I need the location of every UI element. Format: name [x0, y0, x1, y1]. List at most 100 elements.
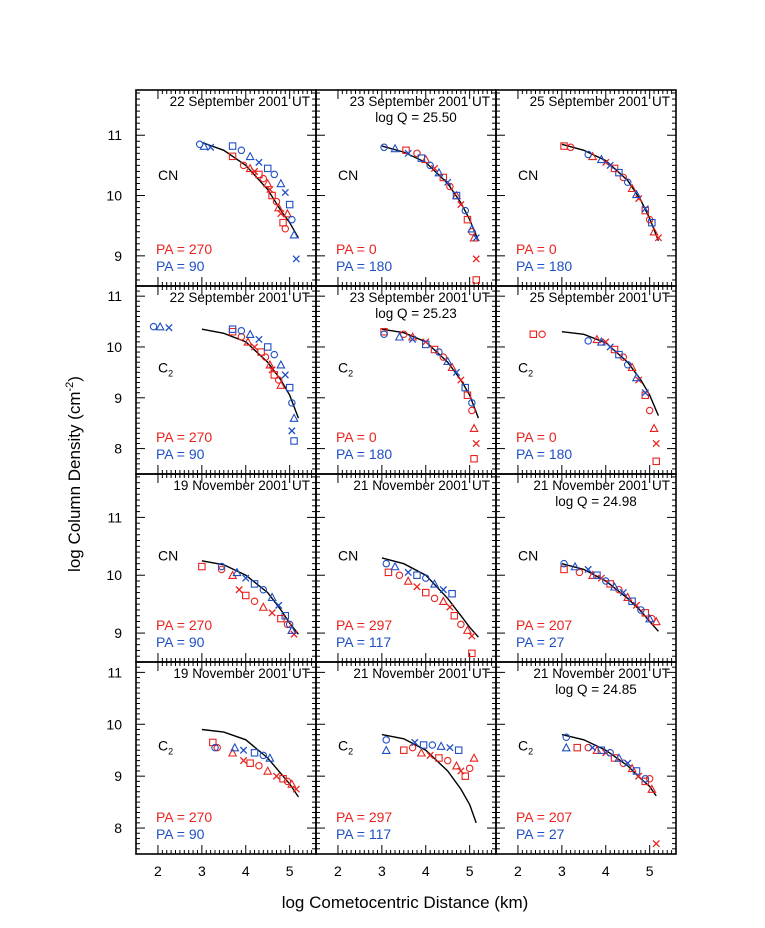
triangle-marker: [230, 742, 240, 752]
square-marker: [615, 168, 623, 177]
square-marker: [560, 565, 568, 574]
square-marker: [628, 597, 636, 606]
series-blue: [560, 559, 655, 623]
square-marker: [450, 611, 459, 620]
triangle-marker: [436, 741, 446, 750]
circle-marker: [380, 143, 388, 152]
square-marker: [648, 218, 656, 227]
legend-pa-red: PA = 0: [516, 429, 557, 445]
triangle-marker: [469, 753, 479, 762]
cross-marker: [635, 194, 643, 203]
triangle-marker: [462, 625, 473, 634]
molecule-subscript: 2: [348, 746, 353, 756]
legend-pa-red: PA = 0: [336, 429, 377, 445]
molecule-label: CN: [518, 547, 538, 563]
square-marker: [285, 383, 294, 392]
triangle-marker: [614, 753, 624, 762]
circle-marker: [382, 736, 390, 744]
triangle-marker: [467, 223, 477, 233]
circle-marker: [288, 399, 296, 407]
circle-marker: [270, 350, 279, 359]
cross-marker: [165, 324, 173, 332]
triangle-marker: [199, 141, 209, 150]
triangle-marker: [155, 321, 165, 331]
legend-pa-red: PA = 0: [336, 241, 377, 257]
circle-marker: [255, 762, 263, 770]
square-marker: [435, 754, 443, 762]
circle-marker: [270, 170, 279, 179]
triangle-marker: [258, 602, 268, 611]
legend-pa-blue: PA = 90: [156, 258, 205, 274]
molecule-name: C: [158, 359, 168, 375]
triangle-marker: [647, 784, 657, 793]
circle-marker: [623, 361, 632, 369]
circle-marker: [380, 330, 388, 339]
cross-marker: [235, 586, 243, 594]
circle-marker: [259, 174, 268, 183]
molecule-name: CN: [518, 167, 538, 183]
y-tick-label: 11: [107, 127, 122, 143]
circle-marker: [637, 606, 645, 614]
cross-marker: [426, 751, 434, 760]
series-red: [380, 327, 480, 463]
panel-date: 19 November 2001 UT: [173, 666, 310, 681]
circle-marker: [584, 743, 592, 752]
cross-marker: [472, 439, 480, 448]
cross-marker: [641, 389, 649, 397]
square-marker: [228, 152, 237, 161]
triangle-marker: [451, 760, 462, 770]
series-blue: [584, 150, 656, 227]
square-marker: [610, 754, 619, 762]
molecule-subscript: 2: [348, 368, 353, 378]
legend-pa-blue: PA = 90: [156, 634, 205, 650]
square-marker: [470, 455, 478, 463]
legend-pa-red: PA = 297: [336, 617, 392, 633]
circle-marker: [457, 620, 465, 629]
circle-marker: [446, 182, 454, 191]
cross-marker: [452, 368, 461, 377]
square-marker: [454, 746, 463, 754]
panel-date: 19 November 2001 UT: [173, 478, 310, 493]
triangle-marker: [596, 337, 606, 346]
triangle-marker: [245, 151, 255, 161]
triangle-marker: [651, 616, 661, 626]
triangle-marker: [649, 423, 659, 433]
square-marker: [463, 215, 472, 224]
triangle-marker: [438, 596, 448, 606]
cross-marker: [652, 439, 660, 448]
triangle-marker: [443, 356, 453, 365]
cross-marker: [255, 158, 263, 167]
cross-marker: [408, 335, 417, 344]
x-tick-label: 5: [646, 863, 654, 879]
square-marker: [652, 457, 660, 466]
square-marker: [270, 371, 279, 379]
panel-frame: [495, 661, 677, 855]
circle-marker: [382, 559, 390, 568]
x-tick-label: 5: [286, 863, 294, 879]
molecule-name: C: [338, 737, 348, 753]
triangle-marker: [592, 334, 602, 344]
cross-marker: [255, 335, 263, 344]
square-marker: [419, 741, 428, 749]
series-red: [560, 565, 661, 626]
circle-marker: [465, 764, 474, 773]
circle-marker: [274, 376, 283, 384]
cross-marker: [457, 376, 465, 384]
square-marker: [529, 330, 538, 339]
cross-marker: [250, 167, 259, 176]
cross-marker: [641, 205, 649, 213]
square-marker: [268, 191, 276, 200]
chart-panel: 25 September 2001 UT C2 PA = 0PA = 180: [495, 285, 677, 475]
circle-marker: [422, 574, 430, 582]
triangle-marker: [596, 154, 606, 164]
circle-marker: [566, 143, 575, 152]
cross-marker: [272, 772, 281, 780]
circle-marker: [430, 594, 439, 603]
molecule-label: C2: [338, 359, 353, 378]
model-curve: [561, 143, 660, 242]
series-red: [402, 146, 480, 284]
series-red: [228, 152, 293, 233]
